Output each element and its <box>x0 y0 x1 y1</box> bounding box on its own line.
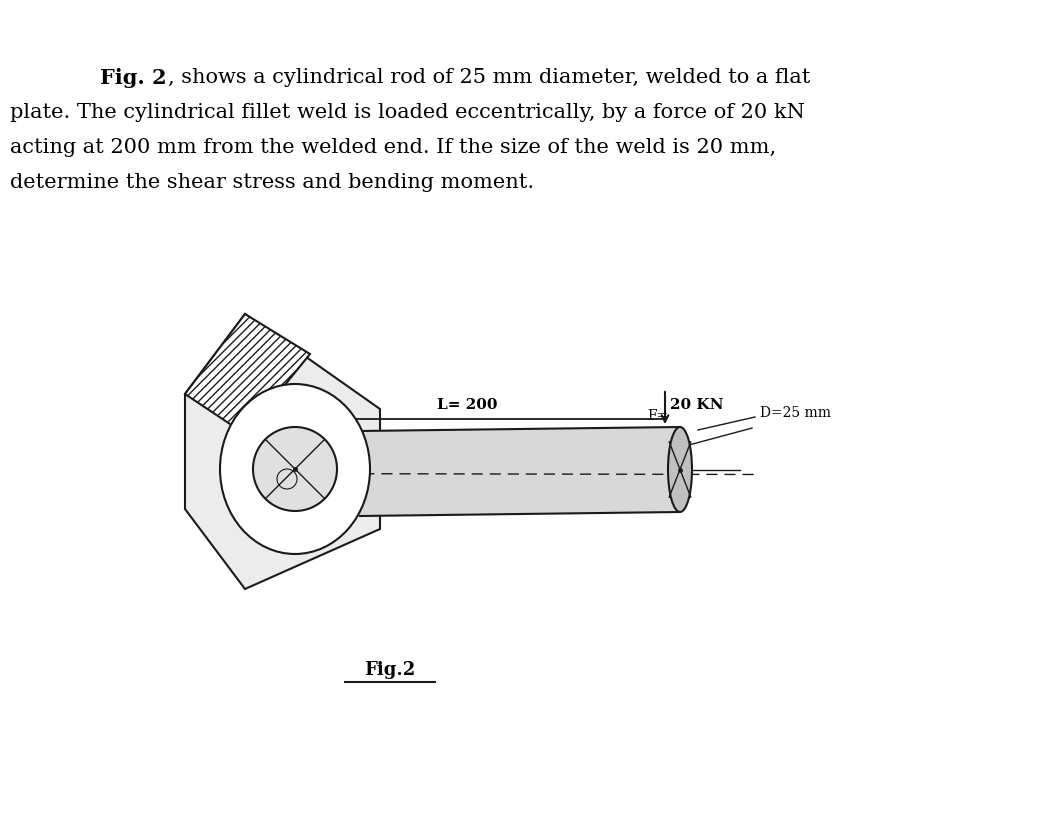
Ellipse shape <box>253 428 337 511</box>
Text: L= 200: L= 200 <box>437 397 498 411</box>
Text: Fig.2: Fig.2 <box>365 660 416 678</box>
Text: plate. The cylindrical fillet weld is loaded eccentrically, by a force of 20 kN: plate. The cylindrical fillet weld is lo… <box>10 103 805 122</box>
Text: D=25 mm: D=25 mm <box>760 405 831 419</box>
Text: 20 KN: 20 KN <box>670 397 724 411</box>
Text: acting at 200 mm from the welded end. If the size of the weld is 20 mm,: acting at 200 mm from the welded end. If… <box>10 138 776 156</box>
Ellipse shape <box>220 385 370 554</box>
Polygon shape <box>360 428 681 516</box>
Text: , shows a cylindrical rod of 25 mm diameter, welded to a flat: , shows a cylindrical rod of 25 mm diame… <box>167 68 811 87</box>
Polygon shape <box>186 314 310 434</box>
Text: F=: F= <box>647 409 668 423</box>
Text: determine the shear stress and bending moment.: determine the shear stress and bending m… <box>10 173 534 192</box>
Text: Fig. 2: Fig. 2 <box>100 68 166 88</box>
Polygon shape <box>186 314 379 590</box>
Ellipse shape <box>668 428 692 513</box>
